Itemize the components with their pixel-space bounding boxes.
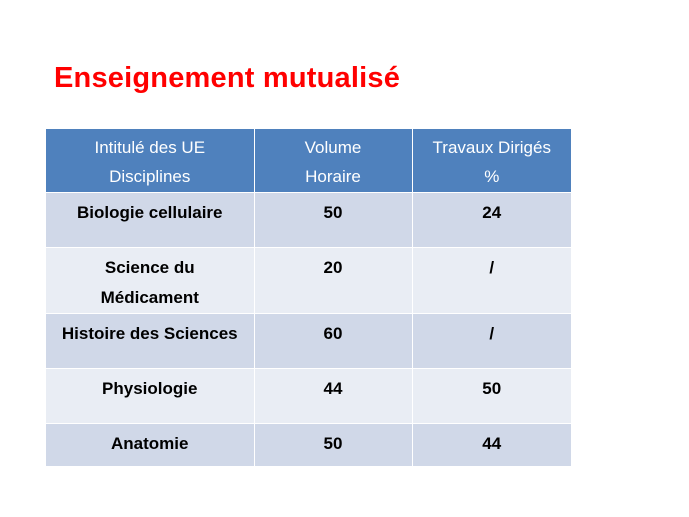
discipline-line: Anatomie xyxy=(111,434,189,453)
discipline-line: Physiologie xyxy=(102,379,198,398)
cell-volume: 60 xyxy=(254,313,413,369)
table-row: Physiologie 44 50 xyxy=(46,368,571,424)
ue-table: Intitulé des UE Disciplines Volume Horai… xyxy=(46,129,571,466)
header-discipline: Intitulé des UE Disciplines xyxy=(46,129,255,193)
cell-discipline: Physiologie xyxy=(46,368,255,424)
cell-travaux-diriges: 44 xyxy=(412,423,571,466)
header-volume-line-2: Horaire xyxy=(305,167,361,186)
header-td-line-2: % xyxy=(484,167,500,186)
cell-discipline: Anatomie xyxy=(46,423,255,466)
slide-title: Enseignement mutualisé xyxy=(54,62,401,94)
table-row: Biologie cellulaire 50 24 xyxy=(46,192,571,248)
table-row: Anatomie 50 44 xyxy=(46,423,571,466)
header-travaux-diriges: Travaux Dirigés % xyxy=(412,129,571,193)
cell-travaux-diriges: / xyxy=(412,313,571,369)
cell-volume: 20 xyxy=(254,247,413,314)
cell-discipline: Histoire des Sciences xyxy=(46,313,255,369)
table-row: Histoire des Sciences 60 / xyxy=(46,313,571,369)
cell-discipline: Biologie cellulaire xyxy=(46,192,255,248)
discipline-line: Biologie cellulaire xyxy=(77,203,223,222)
header-discipline-line-1: Intitulé des UE xyxy=(94,138,206,157)
cell-discipline: Science du Médicament xyxy=(46,247,255,314)
cell-volume: 44 xyxy=(254,368,413,424)
table-header-row: Intitulé des UE Disciplines Volume Horai… xyxy=(46,129,571,193)
header-volume: Volume Horaire xyxy=(254,129,413,193)
discipline-line: Médicament xyxy=(100,288,199,307)
header-volume-line-1: Volume xyxy=(304,138,362,157)
cell-travaux-diriges: 50 xyxy=(412,368,571,424)
header-td-line-1: Travaux Dirigés xyxy=(432,138,551,157)
cell-volume: 50 xyxy=(254,423,413,466)
discipline-line: Science du xyxy=(104,258,195,277)
table-row: Science du Médicament 20 / xyxy=(46,247,571,314)
cell-travaux-diriges: 24 xyxy=(412,192,571,248)
header-discipline-line-2: Disciplines xyxy=(109,167,191,186)
discipline-line: Histoire des Sciences xyxy=(61,324,238,343)
cell-volume: 50 xyxy=(254,192,413,248)
cell-travaux-diriges: / xyxy=(412,247,571,314)
